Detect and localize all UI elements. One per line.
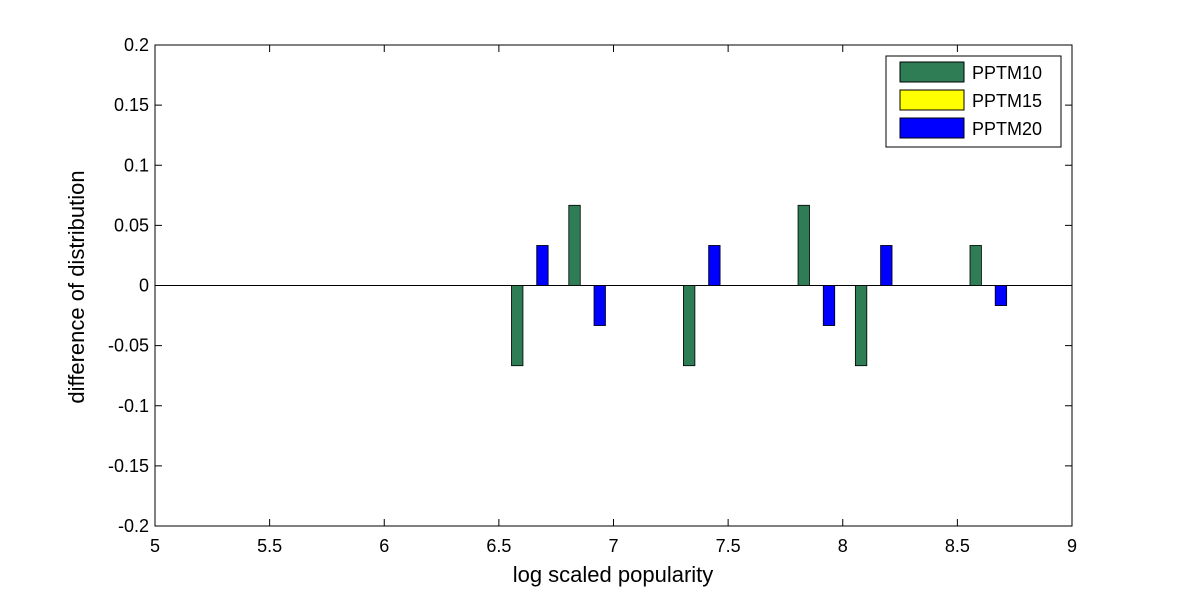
legend-swatch — [899, 61, 965, 83]
bar-pptm20 — [822, 285, 836, 326]
bar-pptm10 — [854, 285, 868, 367]
x-tick-label: 8 — [838, 536, 848, 556]
legend: PPTM10 PPTM15 PPTM20 — [885, 55, 1062, 148]
y-tick-label: -0.1 — [118, 396, 149, 416]
y-tick-label: 0.1 — [124, 155, 149, 175]
x-tick-label: 6.5 — [486, 536, 511, 556]
x-axis-label: log scaled popularity — [513, 562, 714, 587]
x-tick-label: 7 — [608, 536, 618, 556]
x-tick-label: 9 — [1067, 536, 1077, 556]
x-axis: 5 5.5 6 6.5 7 7.5 8 8.5 9 — [150, 45, 1077, 556]
y-axis-label: difference of distribution — [64, 170, 89, 403]
y-tick-label: -0.05 — [108, 336, 149, 356]
bar-pptm20 — [536, 245, 549, 286]
bars — [511, 204, 1008, 367]
x-tick-label: 8.5 — [945, 536, 970, 556]
bar-pptm10 — [568, 204, 581, 286]
y-tick-label: 0.15 — [114, 95, 149, 115]
bar-pptm20 — [880, 245, 893, 286]
y-tick-label: -0.2 — [118, 516, 149, 536]
x-tick-label: 5.5 — [257, 536, 282, 556]
legend-swatch — [899, 89, 965, 111]
bar-pptm10 — [683, 285, 696, 367]
y-tick-label: 0.05 — [114, 215, 149, 235]
x-tick-label: 5 — [150, 536, 160, 556]
y-axis: -0.2 -0.15 -0.1 -0.05 0 0.05 0.1 0.15 0.2 — [108, 35, 1072, 536]
legend-label: PPTM15 — [972, 91, 1042, 111]
y-tick-label: -0.15 — [108, 456, 149, 476]
y-tick-label: 0.2 — [124, 35, 149, 55]
bar-pptm10 — [969, 245, 982, 286]
y-tick-label: 0 — [139, 276, 149, 296]
bar-pptm10 — [511, 285, 524, 367]
x-tick-label: 7.5 — [716, 536, 741, 556]
bar-pptm10 — [797, 204, 810, 286]
bar-pptm20 — [708, 245, 721, 286]
x-tick-label: 6 — [379, 536, 389, 556]
legend-label: PPTM20 — [972, 119, 1042, 139]
legend-label: PPTM10 — [972, 63, 1042, 83]
bar-pptm20 — [593, 285, 606, 326]
bar-pptm20 — [994, 285, 1008, 306]
legend-swatch — [899, 117, 965, 139]
